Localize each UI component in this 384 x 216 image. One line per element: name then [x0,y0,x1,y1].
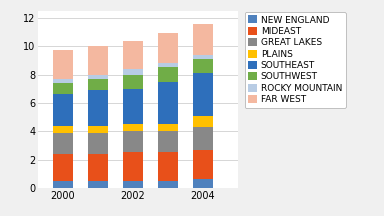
Bar [194,150,213,179]
Bar [53,79,73,83]
Bar [88,46,108,75]
Bar [123,131,142,152]
Bar [53,83,73,94]
Bar [158,181,178,188]
Bar [123,41,142,69]
Bar [158,63,178,67]
Bar [194,116,213,127]
Bar [53,125,73,133]
Bar [88,90,108,125]
Bar [53,51,73,79]
Bar [88,125,108,133]
Bar [158,82,178,124]
Bar [123,75,142,89]
Bar [88,79,108,90]
Bar [88,154,108,181]
Bar [158,67,178,82]
Bar [53,181,73,188]
Bar [88,181,108,188]
Bar [88,75,108,79]
Bar [158,152,178,181]
Bar [194,24,213,55]
Bar [123,152,142,181]
Bar [194,73,213,116]
Bar [158,33,178,63]
Bar [123,89,142,124]
Bar [53,133,73,154]
Bar [158,131,178,152]
Bar [123,124,142,131]
Bar [88,133,108,154]
Bar [158,124,178,131]
Bar [53,154,73,181]
Bar [194,127,213,150]
Bar [194,179,213,188]
Bar [123,69,142,75]
Bar [123,181,142,188]
Bar [194,55,213,59]
Bar [194,59,213,73]
Legend: NEW ENGLAND, MIDEAST, GREAT LAKES, PLAINS, SOUTHEAST, SOUTHWEST, ROCKY MOUNTAIN,: NEW ENGLAND, MIDEAST, GREAT LAKES, PLAIN… [245,12,346,108]
Bar [53,94,73,125]
